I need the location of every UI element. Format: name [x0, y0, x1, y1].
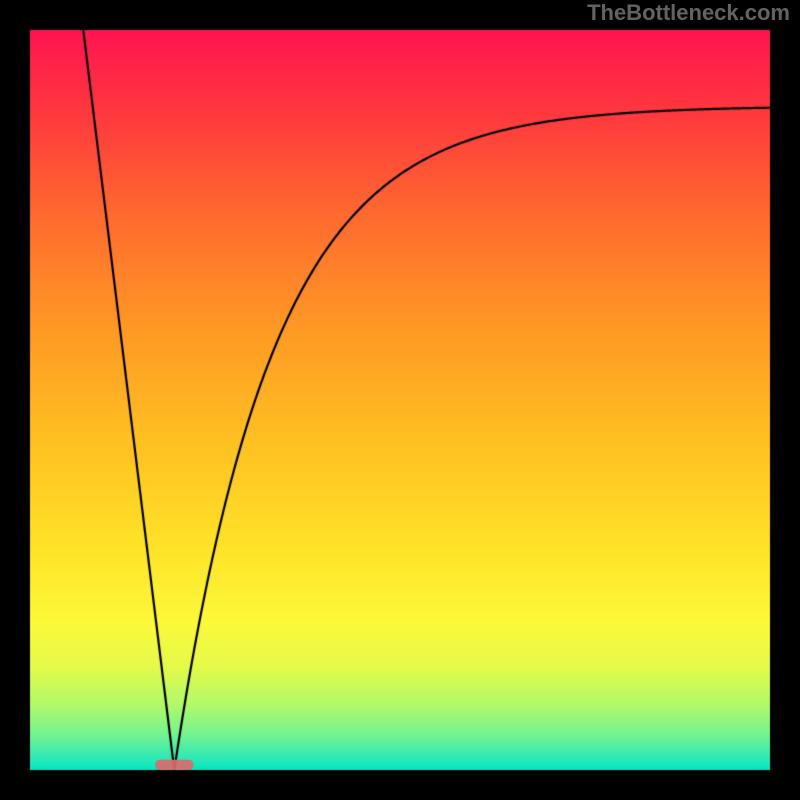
overlay-layer	[0, 0, 800, 800]
optimal-marker	[155, 760, 193, 770]
chart-container: TheBottleneck.com	[0, 0, 800, 800]
watermark-text: TheBottleneck.com	[587, 0, 790, 26]
